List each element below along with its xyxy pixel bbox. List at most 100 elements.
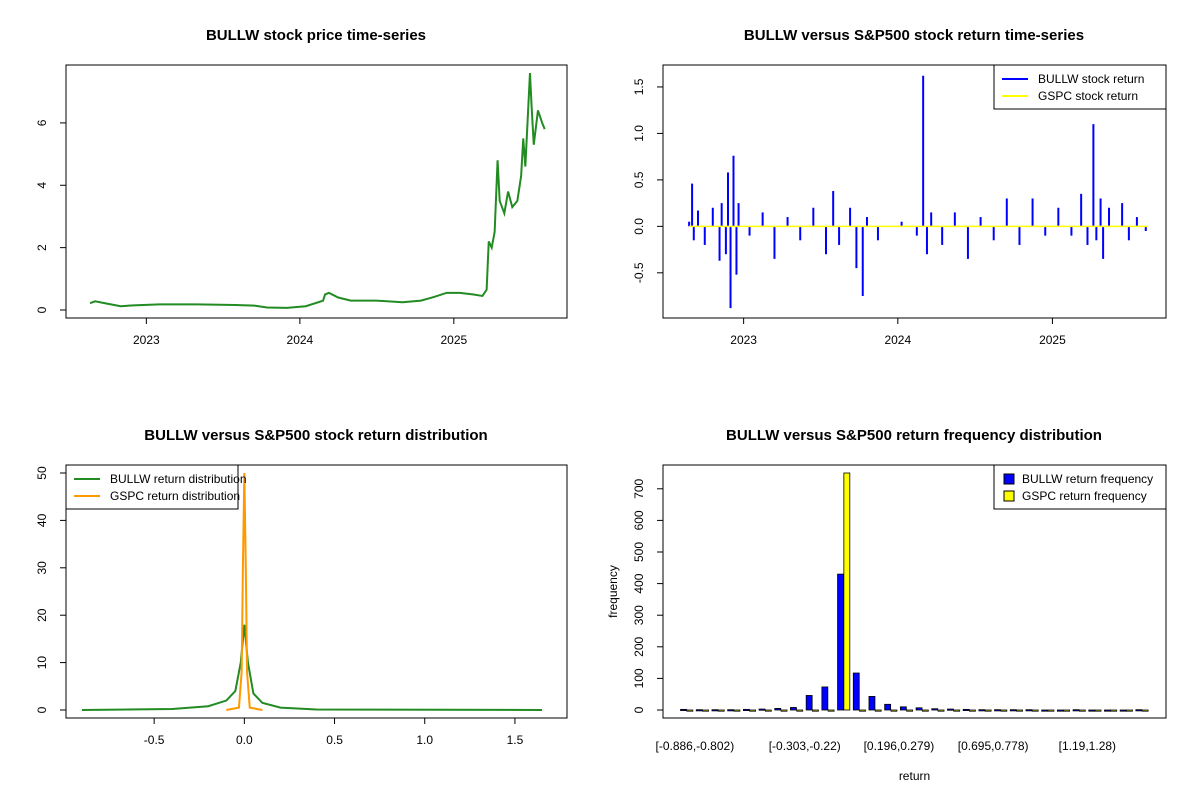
y-axis-label: frequency — [606, 565, 620, 618]
x-tick-label: [0.695,0.778) — [958, 739, 1029, 753]
bar — [852, 672, 860, 711]
y-tick-label: 700 — [632, 478, 646, 498]
x-tick-label: 2025 — [1039, 333, 1066, 347]
x-tick-label: [-0.303,-0.22) — [769, 739, 841, 753]
y-tick-label: 10 — [35, 656, 49, 670]
y-tick-label: 400 — [632, 573, 646, 593]
x-axis-label: return — [899, 769, 930, 783]
x-tick-label: 0.0 — [236, 733, 253, 747]
plot-frame — [662, 64, 1167, 319]
bar — [962, 708, 970, 711]
bar — [890, 709, 898, 712]
bar — [742, 708, 750, 711]
y-tick-label: 0 — [632, 706, 646, 713]
y-tick-label: 0.5 — [632, 171, 646, 188]
bar — [812, 709, 819, 712]
bar — [978, 709, 986, 712]
x-tick-label: 2024 — [884, 333, 911, 347]
y-tick-label: 20 — [35, 608, 49, 622]
bar — [1063, 709, 1071, 712]
bar — [1126, 709, 1133, 712]
panel-3: BULLW versus S&P500 stock return distrib… — [35, 427, 568, 747]
panel-4: BULLW versus S&P500 return frequency dis… — [606, 427, 1167, 783]
x-tick-label: [1.19,1.28) — [1059, 739, 1116, 753]
bar — [749, 709, 757, 712]
bar — [1056, 709, 1064, 712]
chart-title: BULLW versus S&P500 stock return time-se… — [744, 27, 1084, 44]
bar — [1009, 709, 1017, 712]
bar — [837, 573, 844, 711]
bar — [947, 708, 954, 711]
x-tick-label: 2023 — [133, 333, 160, 347]
bar — [953, 709, 961, 712]
bar — [969, 709, 976, 712]
legend-entry: BULLW stock return — [1038, 72, 1144, 86]
bar — [937, 709, 945, 712]
y-tick-label: 40 — [35, 513, 49, 527]
panel-2: BULLW versus S&P500 stock return time-se… — [632, 27, 1167, 347]
y-tick-label: 500 — [632, 542, 646, 562]
chart-title: BULLW versus S&P500 stock return distrib… — [144, 427, 487, 444]
bar — [758, 708, 766, 711]
bar — [994, 709, 1001, 712]
legend-entry: BULLW return frequency — [1022, 472, 1153, 486]
bar — [899, 706, 907, 711]
x-tick-label: 2024 — [287, 333, 314, 347]
bar — [1025, 709, 1033, 712]
y-tick-label: 0 — [35, 706, 49, 713]
bar — [884, 703, 892, 711]
bar — [1104, 709, 1111, 712]
bar — [1016, 709, 1023, 712]
plot-frame — [662, 464, 1167, 719]
legend-swatch — [1003, 473, 1015, 485]
bar — [915, 707, 923, 711]
y-tick-label: 200 — [632, 636, 646, 656]
bar — [921, 709, 929, 712]
bar — [1000, 709, 1008, 712]
y-tick-label: 0.0 — [632, 218, 646, 235]
bar — [702, 709, 709, 712]
bar — [1031, 709, 1039, 712]
bar — [859, 709, 866, 712]
y-tick-label: 4 — [35, 182, 49, 189]
bar — [686, 709, 694, 712]
bar — [717, 709, 725, 712]
x-tick-label: 2023 — [730, 333, 757, 347]
panel-1: BULLW stock price time-series 0 2 4 6 2023 202… — [35, 27, 568, 347]
bar — [1094, 709, 1102, 712]
bar — [1088, 709, 1096, 712]
y-tick-label: 6 — [35, 119, 49, 126]
y-tick-label: -0.5 — [632, 262, 646, 283]
y-tick-label: 50 — [35, 466, 49, 480]
plot-frame — [65, 464, 568, 719]
legend-entry: GSPC return distribution — [110, 489, 240, 503]
bar — [984, 709, 992, 712]
bar — [1135, 709, 1143, 712]
legend-box — [65, 464, 239, 510]
series-line — [226, 472, 263, 711]
x-tick-label: [0.196,0.279) — [864, 739, 935, 753]
legend-entry: GSPC return frequency — [1022, 489, 1147, 503]
bar — [827, 709, 835, 712]
x-tick-label: -0.5 — [144, 733, 165, 747]
chart-title: BULLW versus S&P500 return frequency dis… — [726, 427, 1102, 444]
bar — [931, 708, 939, 711]
bar — [733, 709, 741, 712]
bar — [1119, 709, 1127, 712]
plot-frame — [65, 64, 568, 319]
y-tick-label: 100 — [632, 668, 646, 688]
legend-entry: GSPC stock return — [1038, 89, 1138, 103]
bar — [821, 686, 829, 711]
bar — [1078, 709, 1086, 712]
bar — [874, 709, 882, 712]
series-line — [81, 624, 542, 711]
bar — [764, 709, 772, 712]
series-line — [89, 72, 546, 309]
legend-entry: BULLW return distribution — [110, 472, 247, 486]
y-tick-label: 600 — [632, 510, 646, 530]
y-tick-label: 1.0 — [632, 125, 646, 142]
bar — [796, 709, 804, 712]
bar — [906, 709, 914, 712]
bar — [1072, 709, 1080, 712]
legend-box — [993, 64, 1167, 110]
